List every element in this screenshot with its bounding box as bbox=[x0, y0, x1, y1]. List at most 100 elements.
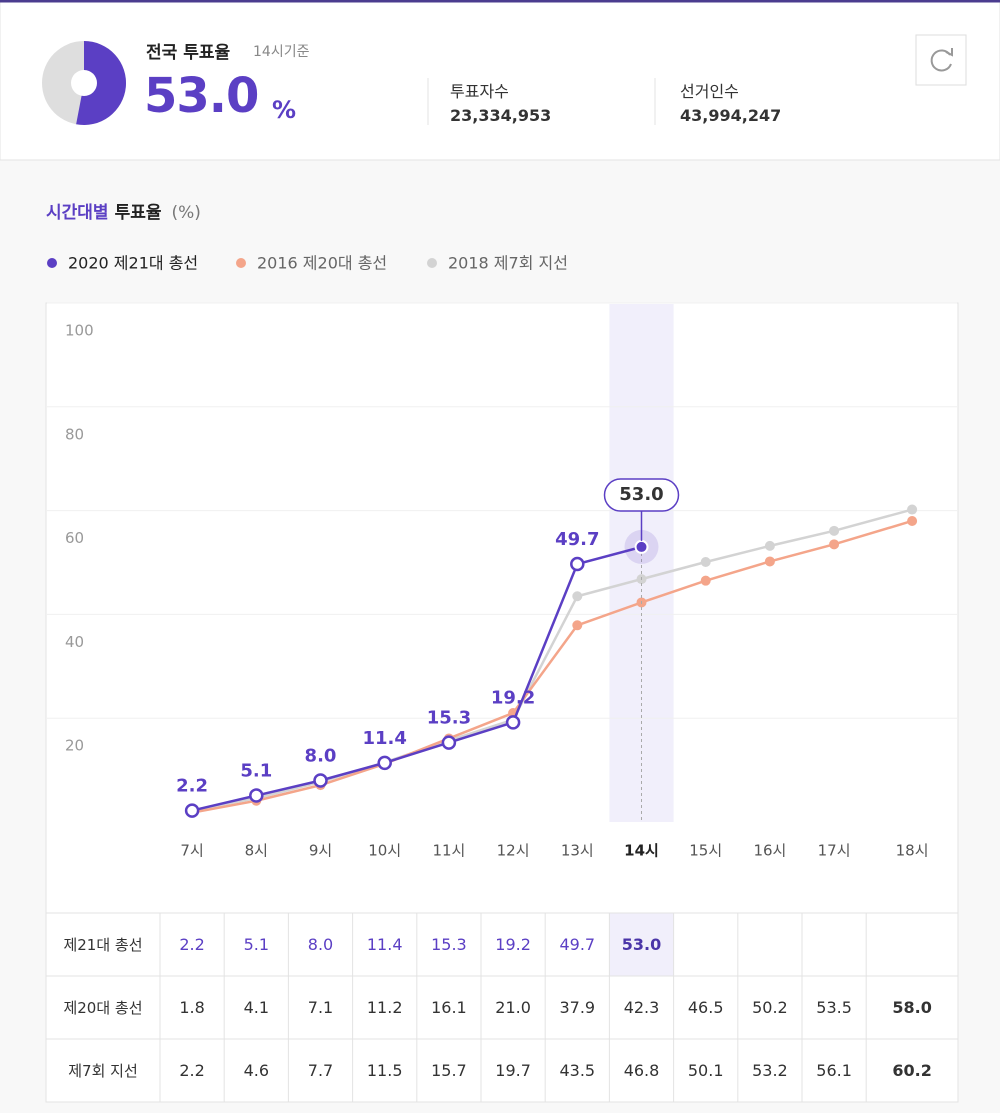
donut-value bbox=[76, 41, 126, 126]
point bbox=[634, 539, 649, 554]
series-line bbox=[191, 508, 913, 812]
table-cell: 15.3 bbox=[431, 935, 467, 954]
table-cell: 53.5 bbox=[816, 998, 852, 1017]
table-cell: 53.0 bbox=[622, 935, 661, 954]
legend-label: 2016 제20대 총선 bbox=[257, 254, 387, 273]
table-cell: 2.2 bbox=[179, 1061, 204, 1080]
series-line bbox=[191, 519, 913, 814]
stat-value: 23,334,953 bbox=[450, 106, 552, 125]
x-tick-label: 15시 bbox=[689, 842, 722, 860]
table-cell: 43.5 bbox=[559, 1061, 595, 1080]
table-cell: 4.6 bbox=[244, 1061, 269, 1080]
point bbox=[572, 620, 583, 631]
table-cell: 11.5 bbox=[367, 1061, 403, 1080]
point bbox=[700, 575, 711, 586]
table-cell: 50.2 bbox=[752, 998, 788, 1017]
point bbox=[505, 715, 521, 730]
data-label: 2.2 bbox=[176, 776, 208, 797]
data-label: 11.4 bbox=[362, 728, 406, 749]
row-label: 제7회 지선 bbox=[68, 1062, 138, 1080]
legend-marker bbox=[236, 258, 246, 268]
data-label: 8.0 bbox=[305, 745, 337, 766]
point bbox=[184, 803, 200, 818]
x-tick-label: 12시 bbox=[497, 842, 530, 860]
header-box bbox=[0, 0, 1000, 161]
x-tick-label: 11시 bbox=[432, 842, 465, 860]
y-tick-label: 20 bbox=[65, 737, 84, 755]
table-cell: 5.1 bbox=[244, 935, 269, 954]
table-cell: 56.1 bbox=[816, 1061, 852, 1080]
legend-label: 2018 제7회 지선 bbox=[448, 254, 568, 273]
donut-hole bbox=[71, 70, 97, 96]
point bbox=[570, 556, 585, 572]
table-cell: 53.2 bbox=[752, 1061, 788, 1080]
row-label: 제21대 총선 bbox=[63, 936, 142, 954]
x-tick-label: 7시 bbox=[180, 842, 203, 860]
data-label: 15.3 bbox=[427, 708, 471, 729]
data-label: 53.0 bbox=[619, 484, 663, 505]
x-tick-label: 9시 bbox=[309, 842, 332, 860]
table-cell: 58.0 bbox=[892, 998, 931, 1017]
table-cell: 49.7 bbox=[559, 935, 595, 954]
x-tick-label: 8시 bbox=[245, 842, 268, 860]
x-tick-label: 13시 bbox=[561, 842, 594, 860]
table-cell: 11.4 bbox=[367, 935, 403, 954]
table-cell: 19.2 bbox=[495, 935, 531, 954]
data-label: 19.2 bbox=[491, 687, 535, 708]
point bbox=[829, 539, 840, 550]
x-tick-label: 14시 bbox=[624, 842, 659, 860]
y-tick-label: 60 bbox=[65, 529, 84, 547]
series-line bbox=[191, 545, 642, 812]
x-tick-label: 18시 bbox=[896, 842, 929, 860]
point bbox=[441, 735, 457, 750]
chart-title: 시간대별 투표율 (%) bbox=[46, 203, 201, 223]
point bbox=[313, 773, 328, 788]
x-tick-label: 16시 bbox=[753, 842, 786, 860]
point bbox=[764, 556, 775, 567]
header-title: 전국 투표율 bbox=[146, 43, 231, 63]
table-cell: 2.2 bbox=[179, 935, 204, 954]
y-tick-label: 100 bbox=[65, 322, 94, 340]
point bbox=[907, 515, 918, 526]
table-cell: 37.9 bbox=[559, 998, 595, 1017]
table-cell: 46.8 bbox=[624, 1061, 660, 1080]
data-label: 49.7 bbox=[555, 529, 599, 550]
table-cell: 4.1 bbox=[244, 998, 269, 1017]
x-tick-label: 10시 bbox=[368, 842, 401, 860]
refresh-box[interactable] bbox=[915, 34, 967, 86]
row-label: 제20대 총선 bbox=[63, 999, 142, 1017]
point bbox=[377, 755, 392, 771]
stat-label: 투표자수 bbox=[450, 82, 509, 101]
y-tick-label: 40 bbox=[65, 633, 84, 651]
table-cell: 1.8 bbox=[179, 998, 204, 1017]
table-cell: 7.1 bbox=[308, 998, 333, 1017]
table-cell: 21.0 bbox=[495, 998, 531, 1017]
stat-value: 43,994,247 bbox=[680, 106, 782, 125]
table-cell: 60.2 bbox=[892, 1061, 931, 1080]
point bbox=[829, 525, 840, 536]
title: 투표율 bbox=[115, 203, 162, 223]
rate-unit: % bbox=[272, 96, 297, 124]
table-cell: 19.7 bbox=[495, 1061, 531, 1080]
title-accent: 시간대별 bbox=[46, 203, 109, 223]
table-cell: 8.0 bbox=[308, 935, 333, 954]
refresh-arrow[interactable] bbox=[945, 48, 953, 57]
highlight-cell bbox=[609, 913, 674, 976]
rate: 53.0 bbox=[144, 68, 259, 124]
table-cell: 7.7 bbox=[308, 1061, 333, 1080]
legend-marker bbox=[427, 258, 437, 268]
table-cell: 42.3 bbox=[624, 998, 660, 1017]
point bbox=[907, 504, 918, 515]
table-cell: 16.1 bbox=[431, 998, 467, 1017]
table-cell: 50.1 bbox=[688, 1061, 724, 1080]
point bbox=[249, 788, 264, 803]
refresh-icon[interactable] bbox=[930, 49, 952, 72]
x-tick-label: 17시 bbox=[818, 842, 851, 860]
refresh-button[interactable] bbox=[915, 34, 967, 86]
unit: (%) bbox=[171, 203, 200, 223]
legend-marker bbox=[47, 258, 57, 268]
table-cell: 15.7 bbox=[431, 1061, 467, 1080]
legend-label: 2020 제21대 총선 bbox=[68, 254, 198, 273]
